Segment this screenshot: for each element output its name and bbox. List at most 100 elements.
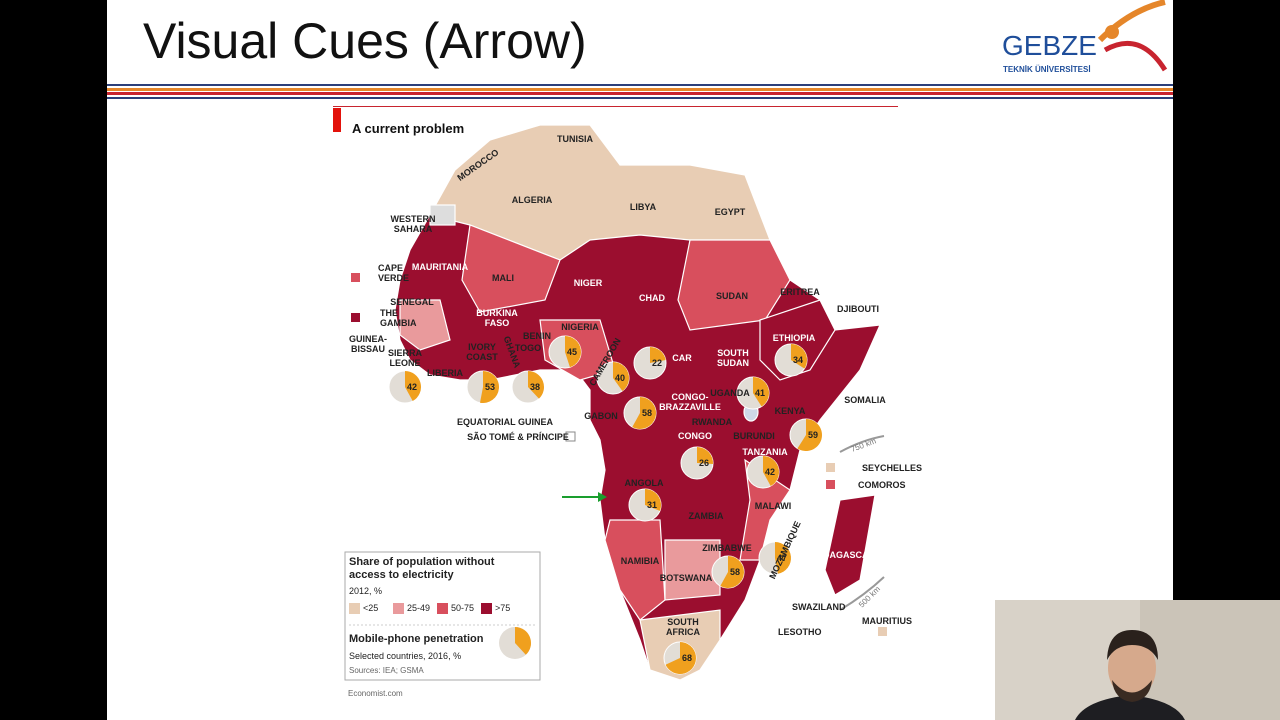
country-label: SOMALIA — [844, 395, 886, 405]
legend-subtitle: 2012, % — [349, 586, 383, 596]
pie-label: 53 — [484, 382, 496, 392]
slide-title: Visual Cues (Arrow) — [143, 13, 587, 69]
pie-wedge — [650, 347, 666, 363]
map-rule — [333, 106, 898, 107]
pie-label: 58 — [641, 408, 653, 418]
country-label: TOGO — [514, 343, 542, 353]
pie-label: 45 — [566, 347, 578, 357]
logo-subtitle: TEKNİK ÜNİVERSİTESİ — [1003, 65, 1091, 74]
country-label: CONGO — [677, 431, 713, 441]
country-label: BENIN — [522, 331, 552, 341]
legend-key-label: >75 — [495, 603, 511, 613]
country-label: MADAGASCAR — [809, 550, 875, 560]
pie-wedge — [791, 344, 807, 369]
country-label: IVORY COAST — [466, 342, 498, 362]
pie-wedge — [480, 371, 500, 403]
country-label: CONGO- BRAZZAVILLE — [659, 392, 721, 412]
map-flag — [333, 108, 341, 132]
legend-pie-subtitle: Selected countries, 2016, % — [349, 651, 462, 661]
legend-title: Share of population without access to el… — [349, 556, 495, 581]
pie-label: 47 — [776, 553, 788, 563]
country-label: LIBERIA — [427, 368, 463, 378]
country-label: UGANDA — [710, 388, 750, 398]
country-label: SOUTH AFRICA — [666, 617, 700, 637]
legend-swatch — [437, 603, 448, 614]
country-label: CAPE VERDE — [378, 263, 410, 283]
pie-label: 59 — [807, 430, 819, 440]
country-label: ETHIOPIA — [772, 333, 816, 343]
pie-wedge — [797, 419, 822, 451]
country-label: BURKINA FASO — [476, 308, 518, 328]
country-label: ANGOLA — [624, 478, 664, 488]
legend-pie-wedge — [515, 627, 531, 655]
country-label: ZIMBABWE — [702, 543, 752, 553]
country-label: EQUATORIAL GUINEA — [456, 417, 554, 427]
country-label: GUINEA- BISSAU — [349, 334, 387, 354]
webcam — [995, 600, 1280, 720]
country-label: SEYCHELLES — [862, 463, 923, 473]
country-label: DJIBOUTI — [836, 304, 880, 314]
pie-label: 26 — [698, 458, 710, 468]
legend-key-label: 25-49 — [407, 603, 431, 613]
country-label: BURUNDI — [733, 431, 775, 441]
pie-label: 42 — [764, 467, 776, 477]
pie-wedge — [720, 556, 744, 588]
pie-wedge — [697, 447, 714, 465]
pie-wedge — [645, 489, 661, 511]
pie-label: 41 — [754, 388, 766, 398]
country-label: SENEGAL — [390, 297, 434, 307]
logo-art — [1097, 0, 1168, 72]
legend-pie-title: Mobile-phone penetration — [349, 633, 484, 645]
country-label: MAURITIUS — [862, 616, 912, 626]
header-stripes — [107, 84, 1173, 99]
pie-label: 42 — [406, 382, 418, 392]
pie-label: 68 — [681, 653, 693, 663]
country-label: NIGERIA — [561, 322, 599, 332]
legend-sources: Sources: IEA; GSMA — [349, 666, 424, 675]
credit: Economist.com — [348, 689, 403, 698]
pie-wedge — [613, 362, 629, 391]
country-label: SUDAN — [715, 291, 749, 301]
pie-wedge — [632, 397, 656, 429]
country-label: NAMIBIA — [620, 556, 660, 566]
country-label: THE GAMBIA — [380, 308, 417, 328]
country-label: ZAMBIA — [688, 511, 724, 521]
pie-label: 31 — [646, 500, 658, 510]
pie-wedge — [763, 456, 779, 487]
country-label: WESTERN SAHARA — [390, 214, 436, 234]
legend-swatch — [393, 603, 404, 614]
country-label: SIERRA LEONE — [387, 348, 423, 368]
small-islands — [351, 273, 887, 636]
map-title: A current problem — [352, 121, 464, 136]
country-label: KENYA — [774, 406, 806, 416]
pie-label: 22 — [651, 358, 663, 368]
pie-wedge — [528, 371, 544, 399]
pies — [388, 335, 823, 675]
country-label: SOUTH SUDAN — [716, 348, 750, 368]
country-label: NIGER — [573, 278, 603, 288]
country-label: CAR — [672, 353, 692, 363]
country-label: SÃO TOMÉ & PRÍNCIPE — [467, 432, 569, 442]
country-label: ERITREA — [780, 287, 820, 297]
country-label: LESOTHO — [778, 627, 822, 637]
country-label: MALI — [492, 273, 514, 283]
pie-wedge — [565, 336, 582, 368]
legend-swatch — [481, 603, 492, 614]
country-label: CHAD — [639, 293, 665, 303]
country-label: TANZANIA — [742, 447, 788, 457]
country-label: ALGERIA — [511, 195, 553, 205]
country-label: MALAWI — [754, 501, 792, 511]
legend-key-label: <25 — [363, 603, 379, 613]
country-label: LIBYA — [629, 202, 657, 212]
country-label: RWANDA — [691, 417, 733, 427]
legend-swatch — [349, 603, 360, 614]
green-arrow-head — [598, 492, 607, 502]
country-label: SWAZILAND — [792, 602, 846, 612]
pie-label: 34 — [792, 355, 804, 365]
legend-key-label: 50-75 — [451, 603, 475, 613]
country-label: BOTSWANA — [659, 573, 713, 583]
country-label: MAURITANIA — [411, 262, 469, 272]
country-label: TUNISIA — [557, 134, 593, 144]
